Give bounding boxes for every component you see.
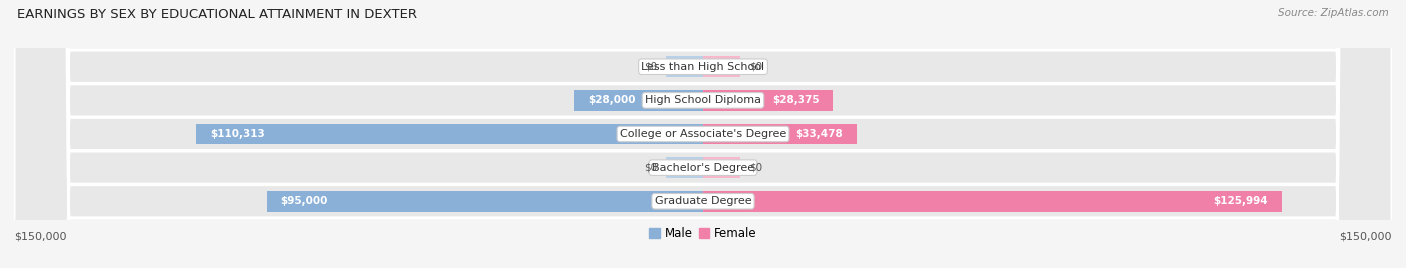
Bar: [703, 90, 834, 111]
Text: College or Associate's Degree: College or Associate's Degree: [620, 129, 786, 139]
Bar: [197, 124, 703, 144]
Text: $28,000: $28,000: [588, 95, 636, 105]
FancyBboxPatch shape: [14, 0, 1392, 268]
Text: $125,994: $125,994: [1213, 196, 1268, 206]
Bar: [666, 56, 703, 77]
FancyBboxPatch shape: [14, 0, 1392, 268]
Text: $28,375: $28,375: [772, 95, 820, 105]
Text: Bachelor's Degree: Bachelor's Degree: [652, 163, 754, 173]
Text: $95,000: $95,000: [280, 196, 328, 206]
Text: EARNINGS BY SEX BY EDUCATIONAL ATTAINMENT IN DEXTER: EARNINGS BY SEX BY EDUCATIONAL ATTAINMEN…: [17, 8, 416, 21]
Text: $150,000: $150,000: [1340, 232, 1392, 241]
Legend: Male, Female: Male, Female: [645, 222, 761, 245]
Text: $0: $0: [644, 163, 657, 173]
Text: High School Diploma: High School Diploma: [645, 95, 761, 105]
Bar: [703, 191, 1282, 212]
Bar: [703, 56, 740, 77]
Bar: [575, 90, 703, 111]
Text: $0: $0: [749, 163, 762, 173]
FancyBboxPatch shape: [14, 0, 1392, 268]
Bar: [267, 191, 703, 212]
Text: $0: $0: [749, 62, 762, 72]
FancyBboxPatch shape: [14, 0, 1392, 268]
Bar: [703, 157, 740, 178]
Text: Less than High School: Less than High School: [641, 62, 765, 72]
Text: $0: $0: [644, 62, 657, 72]
Text: $110,313: $110,313: [209, 129, 264, 139]
Text: Source: ZipAtlas.com: Source: ZipAtlas.com: [1278, 8, 1389, 18]
Text: $150,000: $150,000: [14, 232, 66, 241]
Bar: [666, 157, 703, 178]
Text: Graduate Degree: Graduate Degree: [655, 196, 751, 206]
Text: $33,478: $33,478: [796, 129, 844, 139]
FancyBboxPatch shape: [14, 0, 1392, 268]
Bar: [703, 124, 856, 144]
